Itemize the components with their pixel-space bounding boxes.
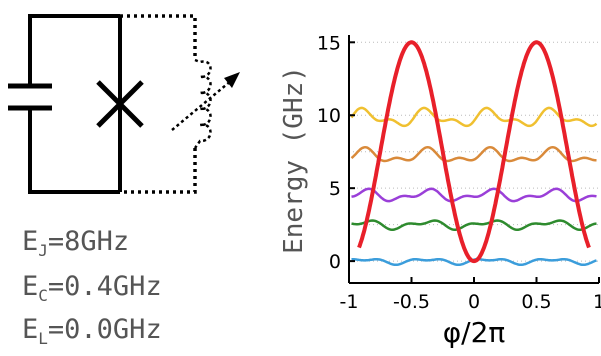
variable-arrow-icon xyxy=(171,72,240,131)
x-tick-label-4: 1 xyxy=(593,291,601,313)
y-tick-label-1: 5 xyxy=(329,178,341,200)
param-el-sub: L xyxy=(38,329,48,348)
x-tick-label-3: 0.5 xyxy=(521,291,551,313)
param-ej-value: =8GHz xyxy=(47,226,130,257)
param-el-value: =0.0GHz xyxy=(47,314,162,345)
param-el-symbol: E xyxy=(22,314,39,345)
x-tick-label-2: 0 xyxy=(468,291,480,313)
param-el: EL=0.0GHz xyxy=(22,314,162,348)
x-tick-label-0: -1 xyxy=(340,291,359,313)
energy-levels xyxy=(350,106,598,267)
param-ec-symbol: E xyxy=(22,271,39,302)
circuit-left-loop xyxy=(28,14,120,194)
param-ec: EC=0.4GHz xyxy=(22,271,162,305)
param-ec-value: =0.4GHz xyxy=(47,271,162,302)
inductor-coil-icon xyxy=(193,58,212,149)
x-axis-label: φ/2π xyxy=(443,316,506,349)
energy-level-1 xyxy=(351,219,597,231)
y-tick-label-3: 15 xyxy=(317,32,341,54)
energy-chart: 0 5 10 15 -1 -0.5 0 0.5 1 φ/2π Energy (GHz) xyxy=(279,32,601,349)
y-ticks: 0 5 10 15 xyxy=(317,32,355,273)
energy-level-3 xyxy=(350,145,597,163)
y-axis-label: Energy (GHz) xyxy=(279,66,309,254)
x-ticks: -1 -0.5 0 0.5 1 xyxy=(340,277,601,313)
potential-curve xyxy=(357,40,591,264)
josephson-junction-icon xyxy=(96,80,144,128)
x-tick-label-1: -0.5 xyxy=(393,291,430,313)
param-ej: EJ=8GHz xyxy=(22,226,129,260)
param-ej-symbol: E xyxy=(22,226,39,257)
y-tick-label-2: 10 xyxy=(317,105,341,127)
circuit-diagram xyxy=(8,14,240,194)
energy-level-4 xyxy=(350,106,598,128)
y-tick-label-0: 0 xyxy=(329,251,341,273)
param-ec-sub: C xyxy=(38,286,48,305)
energy-level-2 xyxy=(351,187,597,203)
dotted-inductor-branch xyxy=(120,14,197,194)
param-ej-sub: J xyxy=(38,241,48,260)
